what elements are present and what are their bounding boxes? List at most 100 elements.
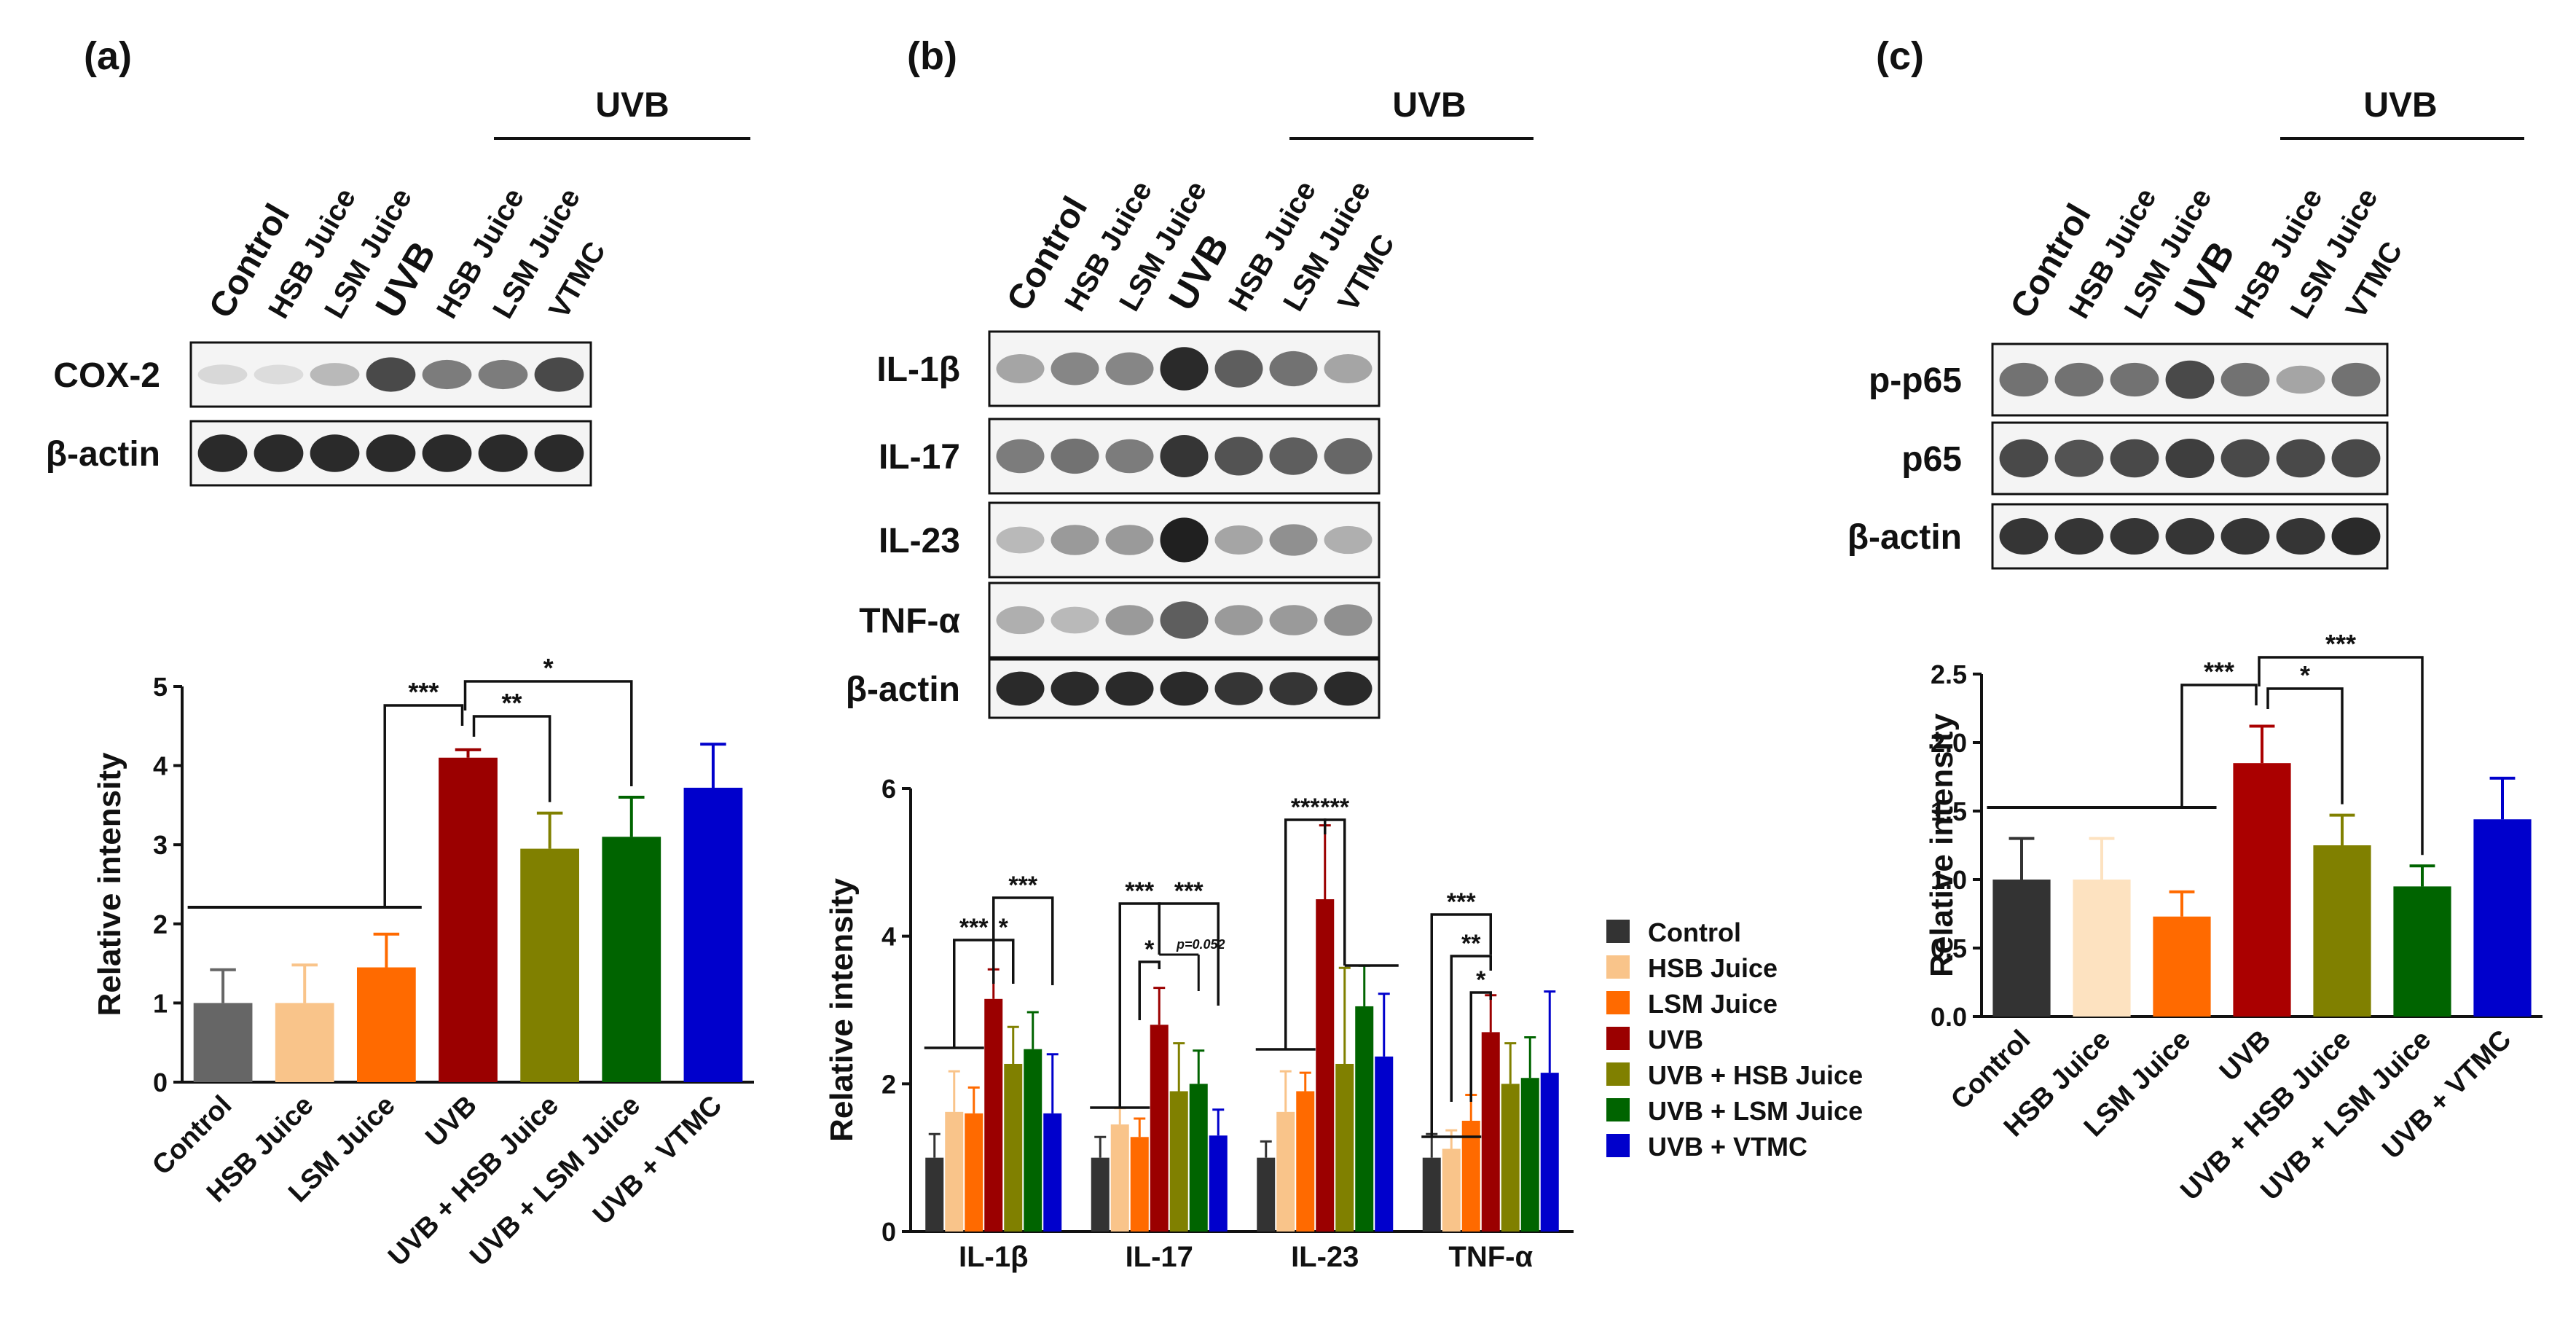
band — [2110, 362, 2159, 397]
sig-pvalue: p=0.052 — [1176, 937, 1225, 952]
sig-bracket — [1158, 902, 1220, 1006]
bar — [2233, 763, 2291, 1017]
band — [2110, 518, 2159, 555]
band — [366, 434, 416, 472]
y-tick-label: 1.5 — [1931, 796, 1967, 826]
uvb-header-a: UVB — [494, 86, 750, 140]
bar — [1316, 899, 1335, 1232]
y-tick-label: 5 — [153, 672, 168, 702]
band — [197, 434, 248, 472]
bar — [1189, 1084, 1208, 1232]
bar-chart-b: 0 2 4 6 Relative intensity IL-1β IL-17 IL-23 TNF… — [824, 774, 1863, 1273]
band — [996, 671, 1045, 706]
band — [1269, 437, 1318, 475]
legend-entry: UVB — [1648, 1025, 1703, 1054]
band — [1105, 671, 1154, 706]
legend: Control HSB Juice LSM Juice UVB UVB + HSB Ju… — [1606, 917, 1863, 1162]
x-tick-label: UVB — [420, 1090, 482, 1153]
band — [2220, 439, 2270, 478]
band — [2331, 439, 2381, 478]
legend-entry: UVB + LSM Juice — [1648, 1096, 1863, 1126]
bar — [1422, 1157, 1441, 1232]
band — [1214, 350, 1263, 388]
blot-label: IL-23 — [879, 522, 960, 560]
blot-label: β-actin — [846, 670, 960, 709]
band — [310, 434, 360, 472]
bar — [1110, 1124, 1129, 1232]
blot-label: β-actin — [1847, 518, 1962, 557]
bar — [945, 1111, 964, 1232]
sig-bracket — [1469, 991, 1492, 1102]
y-axis-label: Relative intensity — [92, 752, 127, 1016]
blot-label: IL-17 — [879, 438, 960, 477]
sig-bracket — [1450, 955, 1492, 1102]
uvb-header-b: UVB — [1289, 86, 1534, 140]
bar — [1461, 1121, 1480, 1232]
band — [2054, 362, 2104, 397]
sig-bracket — [2180, 684, 2258, 807]
band — [1324, 671, 1373, 706]
sig-bracket — [1138, 960, 1161, 1020]
sig-bracket-text: * — [2300, 660, 2310, 690]
bar — [2073, 880, 2131, 1017]
legend-swatch — [1606, 920, 1630, 943]
sig-bracket — [992, 896, 1054, 985]
sig-bracket — [1430, 913, 1492, 1137]
uvb-label-c: UVB — [2363, 86, 2437, 125]
bar — [1150, 1025, 1169, 1232]
legend-entry: UVB + HSB Juice — [1648, 1060, 1863, 1090]
legend-entry: LSM Juice — [1648, 989, 1778, 1019]
bar — [1091, 1157, 1110, 1232]
legend-swatch — [1606, 1098, 1630, 1121]
band — [1214, 672, 1263, 705]
band — [197, 364, 248, 385]
sig-bracket-text: *** — [408, 677, 439, 707]
bar — [1024, 1049, 1042, 1232]
legend-entry: UVB + VTMC — [1648, 1132, 1807, 1162]
band — [1160, 517, 1209, 563]
bar — [1169, 1091, 1188, 1232]
sig-bracket-text: *** — [959, 914, 989, 941]
blot-label: TNF-α — [859, 602, 960, 641]
band — [2276, 365, 2325, 394]
bar — [1501, 1084, 1520, 1232]
sig-bracket-text: * — [1476, 966, 1486, 994]
bar — [520, 848, 580, 1082]
band — [2110, 439, 2159, 478]
panel-label-a: (a) — [84, 34, 132, 78]
panel-label-b: (b) — [907, 34, 957, 78]
uvb-header-c: UVB — [2280, 86, 2524, 140]
sig-bracket-text: *** — [1125, 877, 1154, 905]
sig-bracket-text: *** — [1291, 794, 1320, 821]
band — [1105, 525, 1154, 555]
x-tick-label: IL-1β — [959, 1241, 1029, 1273]
sig-bracket-text: *** — [1174, 877, 1203, 905]
band — [1051, 438, 1099, 474]
band — [422, 359, 472, 390]
y-tick-label: 2.5 — [1931, 659, 1967, 689]
band — [1051, 525, 1099, 555]
band — [310, 363, 360, 386]
legend-swatch — [1606, 1134, 1630, 1157]
band — [2276, 518, 2325, 555]
y-tick-label: 0.5 — [1931, 933, 1967, 963]
y-tick-label: 4 — [881, 922, 896, 952]
sig-bracket-text: *** — [2325, 629, 2356, 659]
band — [996, 354, 1045, 383]
band — [2054, 439, 2104, 477]
band — [1999, 362, 2049, 397]
y-tick-label: 2 — [153, 909, 168, 939]
y-tick-label: 4 — [153, 751, 168, 781]
bar — [2313, 845, 2371, 1017]
bar — [1540, 1073, 1559, 1232]
band — [1214, 436, 1263, 476]
band — [1105, 439, 1154, 474]
band — [1160, 347, 1209, 391]
legend-entry: Control — [1648, 917, 1741, 947]
blot-label: β-actin — [46, 435, 160, 474]
band — [1160, 435, 1209, 477]
x-tick-label: IL-17 — [1126, 1241, 1193, 1273]
